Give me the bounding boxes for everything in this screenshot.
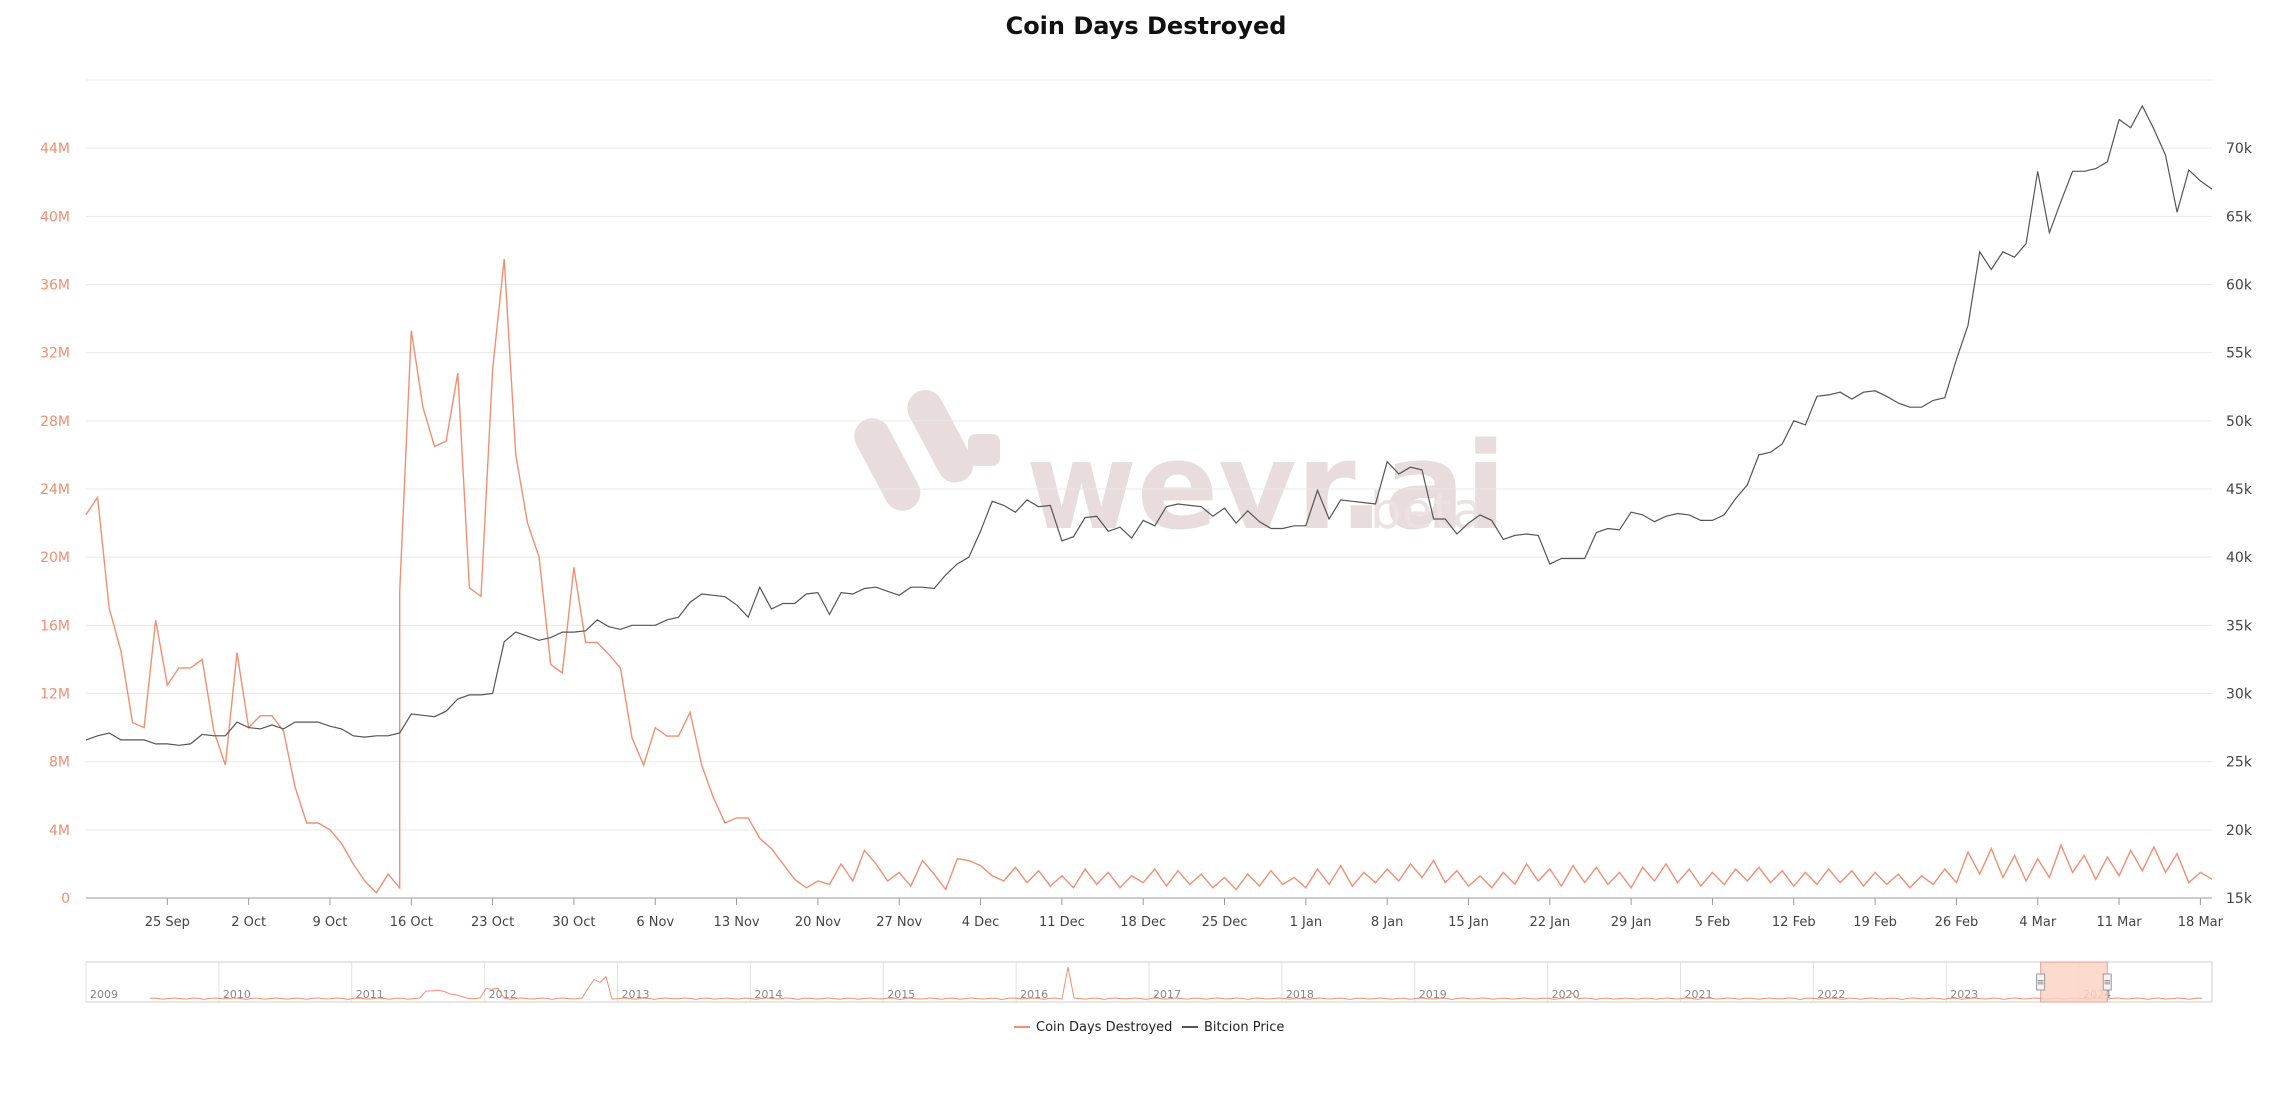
right-axis-tick-label: 30k bbox=[2226, 687, 2253, 703]
left-axis-ticks: 0 4M 8M 12M 16M 20M 24M 28M 32M 36M 40M 44M bbox=[40, 141, 70, 907]
gridlines bbox=[86, 79, 2212, 831]
right-axis-tick-label: 65k bbox=[2226, 209, 2253, 225]
x-axis-tick-label: 15 Jan bbox=[1448, 915, 1489, 930]
x-axis-tick-label: 18 Mar bbox=[2178, 915, 2224, 930]
left-axis-tick-label: 28M bbox=[40, 414, 70, 430]
x-axis-tick-label: 11 Mar bbox=[2096, 915, 2142, 930]
left-axis-tick-label: 32M bbox=[40, 346, 70, 362]
x-axis-tick-label: 6 Nov bbox=[636, 915, 674, 930]
series-line-bitcoin-price bbox=[85, 104, 2213, 746]
right-axis-tick-label: 40k bbox=[2226, 550, 2253, 566]
left-axis-tick-label: 16M bbox=[40, 618, 70, 634]
legend-label-cdd: Coin Days Destroyed bbox=[1036, 1020, 1172, 1035]
x-axis-tick-label: 1 Jan bbox=[1290, 915, 1322, 930]
navigator-series-line bbox=[149, 966, 2203, 1001]
series-line-coin-days-destroyed bbox=[85, 258, 2213, 895]
x-axis-tick-label: 11 Dec bbox=[1039, 915, 1085, 930]
left-axis-tick-label: 4M bbox=[49, 823, 70, 839]
x-axis-ticks: 25 Sep 2 Oct 9 Oct 16 Oct 23 Oct 30 Oct 6 Nov 1… bbox=[145, 898, 2224, 930]
x-axis-tick-label: 23 Oct bbox=[471, 915, 514, 930]
legend-item-bitcoin-price[interactable]: Bitcion Price bbox=[1182, 1020, 1284, 1035]
x-axis-tick-label: 18 Dec bbox=[1120, 915, 1166, 930]
right-axis-tick-label: 55k bbox=[2226, 346, 2253, 362]
navigator-year-label: 2018 bbox=[1286, 988, 1314, 1001]
wevr-logo-dot bbox=[968, 434, 1000, 466]
x-axis-tick-label: 12 Feb bbox=[1772, 915, 1816, 930]
x-axis-tick-label: 25 Dec bbox=[1202, 915, 1248, 930]
x-axis-tick-label: 5 Feb bbox=[1695, 915, 1730, 930]
grip-icon: ≡ bbox=[2103, 978, 2111, 988]
left-axis-tick-label: 44M bbox=[40, 141, 70, 157]
navigator-year-label: 2022 bbox=[1817, 988, 1845, 1001]
x-axis-tick-label: 4 Dec bbox=[962, 915, 1000, 930]
right-axis-tick-label: 45k bbox=[2226, 482, 2253, 498]
legend-item-coin-days-destroyed[interactable]: Coin Days Destroyed bbox=[1014, 1020, 1172, 1035]
right-axis-tick-label: 15k bbox=[2226, 891, 2253, 907]
legend-label-price: Bitcion Price bbox=[1204, 1020, 1284, 1035]
x-axis-tick-label: 29 Jan bbox=[1611, 915, 1652, 930]
left-axis-tick-label: 12M bbox=[40, 687, 70, 703]
left-axis-tick-label: 24M bbox=[40, 482, 70, 498]
watermark-beta: beta bbox=[1370, 482, 1483, 540]
x-axis-tick-label: 25 Sep bbox=[145, 915, 190, 930]
navigator-handle-left[interactable]: ≡ bbox=[2036, 973, 2046, 991]
right-axis-tick-label: 60k bbox=[2226, 278, 2253, 294]
left-axis-tick-label: 40M bbox=[40, 209, 70, 225]
x-axis-tick-label: 8 Jan bbox=[1371, 915, 1403, 930]
x-axis-tick-label: 16 Oct bbox=[390, 915, 433, 930]
right-axis-tick-label: 70k bbox=[2226, 141, 2253, 157]
navigator-handle-right[interactable]: ≡ bbox=[2102, 973, 2112, 991]
right-axis-tick-label: 25k bbox=[2226, 755, 2253, 771]
wevr-logo-watermark: wevr.ai beta bbox=[854, 390, 1506, 557]
range-navigator[interactable]: 2009 2010 2011 2012 2013 2014 2015 2016 2017 2018… bbox=[85, 961, 2213, 1003]
x-axis-tick-label: 13 Nov bbox=[714, 915, 760, 930]
x-axis-tick-label: 20 Nov bbox=[795, 915, 841, 930]
x-axis-tick-label: 27 Nov bbox=[876, 915, 922, 930]
navigator-year-label: 2014 bbox=[754, 988, 782, 1001]
wevr-logo-icon bbox=[854, 390, 974, 511]
legend: Coin Days Destroyed Bitcion Price bbox=[1014, 1020, 1284, 1035]
left-axis-tick-label: 20M bbox=[40, 550, 70, 566]
right-axis-tick-label: 20k bbox=[2226, 823, 2253, 839]
x-axis-tick-label: 19 Feb bbox=[1853, 915, 1897, 930]
x-axis-tick-label: 22 Jan bbox=[1529, 915, 1570, 930]
left-axis-tick-label: 8M bbox=[49, 755, 70, 771]
navigator-selection[interactable] bbox=[2040, 961, 2108, 1003]
navigator-year-label: 2010 bbox=[223, 988, 251, 1001]
left-axis-tick-label: 36M bbox=[40, 278, 70, 294]
x-axis-tick-label: 2 Oct bbox=[231, 915, 266, 930]
right-axis-tick-label: 50k bbox=[2226, 414, 2253, 430]
x-axis-tick-label: 30 Oct bbox=[552, 915, 595, 930]
navigator-year-label: 2012 bbox=[489, 988, 517, 1001]
series-layer bbox=[85, 104, 2213, 895]
grip-icon: ≡ bbox=[2037, 978, 2045, 988]
navigator-year-label: 2009 bbox=[90, 988, 118, 1001]
x-axis-tick-label: 26 Feb bbox=[1935, 915, 1979, 930]
x-axis-tick-label: 4 Mar bbox=[2019, 915, 2057, 930]
navigator-year-label: 2020 bbox=[1552, 988, 1580, 1001]
navigator-year-label: 2016 bbox=[1020, 988, 1048, 1001]
right-axis-ticks: 15k 20k 25k 30k 35k 40k 45k 50k 55k 60k 65k 70k bbox=[2226, 141, 2253, 907]
left-axis-tick-label: 0 bbox=[61, 891, 70, 907]
right-axis-tick-label: 35k bbox=[2226, 618, 2253, 634]
x-axis-tick-label: 9 Oct bbox=[313, 915, 348, 930]
chart-title: Coin Days Destroyed bbox=[1006, 12, 1287, 40]
